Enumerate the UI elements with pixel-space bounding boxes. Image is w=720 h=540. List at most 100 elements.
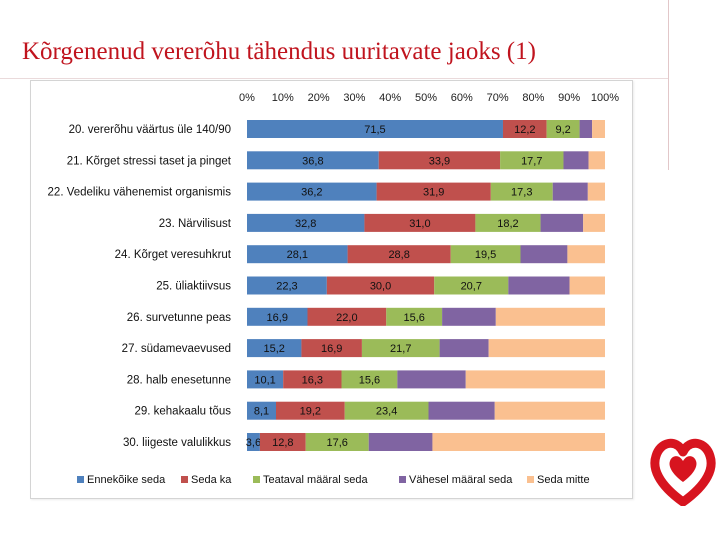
bar-segment xyxy=(275,401,345,420)
bar-segment xyxy=(247,401,276,420)
data-label: 17,3 xyxy=(511,187,532,199)
bar-segment xyxy=(376,182,491,201)
bar-segment xyxy=(259,433,306,451)
x-tick-label: 40% xyxy=(379,92,401,104)
legend-swatch xyxy=(399,476,406,483)
category-label: 22. Vedeliku vähenemist organismis xyxy=(48,187,232,199)
data-label: 36,2 xyxy=(301,187,322,199)
legend-swatch xyxy=(181,476,188,483)
data-label: 17,7 xyxy=(521,155,542,167)
data-label: 8,1 xyxy=(254,406,269,418)
data-label: 12,2 xyxy=(514,124,535,136)
category-label: 20. vererõhu väärtus üle 140/90 xyxy=(69,124,231,136)
data-label: 36,8 xyxy=(302,155,323,167)
data-label: 71,5 xyxy=(364,124,385,136)
data-label: 16,3 xyxy=(302,374,323,386)
data-label: 16,9 xyxy=(321,343,342,355)
decor-vertical-line xyxy=(668,0,669,170)
bar-segment xyxy=(247,339,302,358)
legend-swatch xyxy=(253,476,260,483)
category-label: 23. Närvilisust xyxy=(159,218,232,230)
bar-segment xyxy=(397,370,466,389)
bar-segment xyxy=(520,245,568,264)
data-label: 19,5 xyxy=(475,249,496,261)
category-label: 28. halb enesetunne xyxy=(127,374,231,386)
bar-segment xyxy=(247,151,379,170)
bar-segment xyxy=(502,120,547,138)
x-tick-label: 90% xyxy=(558,92,580,104)
bar-segment xyxy=(450,245,521,264)
chart-frame: 0% 10% 20% 30% 40% 50% 60% 70% 80% 90% 100% 20. ver… xyxy=(30,80,633,499)
category-label: 24. Kõrget veresuhkrut xyxy=(115,249,232,261)
bar-segment xyxy=(494,401,605,420)
bar-segment xyxy=(592,120,605,138)
decor-horizontal-line xyxy=(0,78,668,79)
bar-segment xyxy=(301,339,362,358)
data-label: 15,6 xyxy=(403,312,424,324)
data-label: 28,8 xyxy=(388,249,409,261)
data-label: 31,9 xyxy=(423,187,444,199)
x-tick-label: 30% xyxy=(343,92,365,104)
bar-segment xyxy=(341,370,398,389)
bar-segment xyxy=(563,151,589,170)
category-label: 21. Kõrget stressi taset ja pinget xyxy=(67,155,232,167)
bar-segment xyxy=(307,307,387,326)
x-tick-label: 100% xyxy=(591,92,619,104)
bar-segment xyxy=(490,182,553,201)
bar-segment xyxy=(569,276,605,295)
bar-segment xyxy=(247,370,284,389)
data-label: 15,6 xyxy=(359,374,380,386)
bar-segment xyxy=(432,433,605,451)
data-label: 15,2 xyxy=(263,343,284,355)
slide-title: Kõrgenenud vererõhu tähendus uuritavate … xyxy=(22,38,536,65)
data-label: 17,6 xyxy=(327,437,348,449)
bar-segment xyxy=(579,120,593,138)
data-label: 32,8 xyxy=(295,218,316,230)
legend-label: Vähesel määral seda xyxy=(409,474,513,486)
bar-segment xyxy=(364,213,476,232)
heart-logo-icon xyxy=(650,438,716,506)
bar-segment xyxy=(347,245,451,264)
bar-segment xyxy=(368,433,433,451)
bar-segment xyxy=(475,213,541,232)
data-label: 31,0 xyxy=(409,218,430,230)
x-tick-label: 0% xyxy=(239,92,255,104)
bar-segment xyxy=(247,433,260,451)
bar-segment xyxy=(567,245,605,264)
category-label: 27. südamevaevused xyxy=(122,343,231,355)
data-label: 33,9 xyxy=(429,155,450,167)
bar-segment xyxy=(439,339,489,358)
category-label: 29. kehakaalu tõus xyxy=(134,406,231,418)
legend-label: Ennekõike seda xyxy=(87,474,166,486)
data-label: 30,0 xyxy=(370,281,391,293)
legend-swatch xyxy=(77,476,84,483)
bar-segment xyxy=(283,370,342,389)
data-label: 21,7 xyxy=(390,343,411,355)
bar-segment xyxy=(326,276,435,295)
bar-segment xyxy=(247,276,327,295)
bar-segment xyxy=(386,307,443,326)
data-label: 18,2 xyxy=(497,218,518,230)
data-label: 10,1 xyxy=(254,374,275,386)
data-label: 19,2 xyxy=(300,406,321,418)
x-tick-label: 80% xyxy=(522,92,544,104)
data-label: 23,4 xyxy=(376,406,397,418)
x-tick-label: 20% xyxy=(308,92,330,104)
bar-segment xyxy=(583,213,605,232)
data-label: 3,6 xyxy=(246,437,261,449)
bar-segment xyxy=(247,120,503,138)
bar-segment xyxy=(305,433,369,451)
bar-segment xyxy=(546,120,580,138)
bar-segment xyxy=(247,245,348,264)
x-tick-label: 10% xyxy=(272,92,294,104)
bar-segment xyxy=(552,182,588,201)
bar-segment xyxy=(378,151,501,170)
category-label: 25. üliaktiivsus xyxy=(156,281,231,293)
x-tick-label: 70% xyxy=(487,92,509,104)
legend-swatch xyxy=(527,476,534,483)
legend-label: Seda mitte xyxy=(537,474,590,486)
x-tick-label: 50% xyxy=(415,92,437,104)
bar-segment xyxy=(434,276,509,295)
bar-segment xyxy=(247,213,365,232)
data-label: 22,3 xyxy=(276,281,297,293)
